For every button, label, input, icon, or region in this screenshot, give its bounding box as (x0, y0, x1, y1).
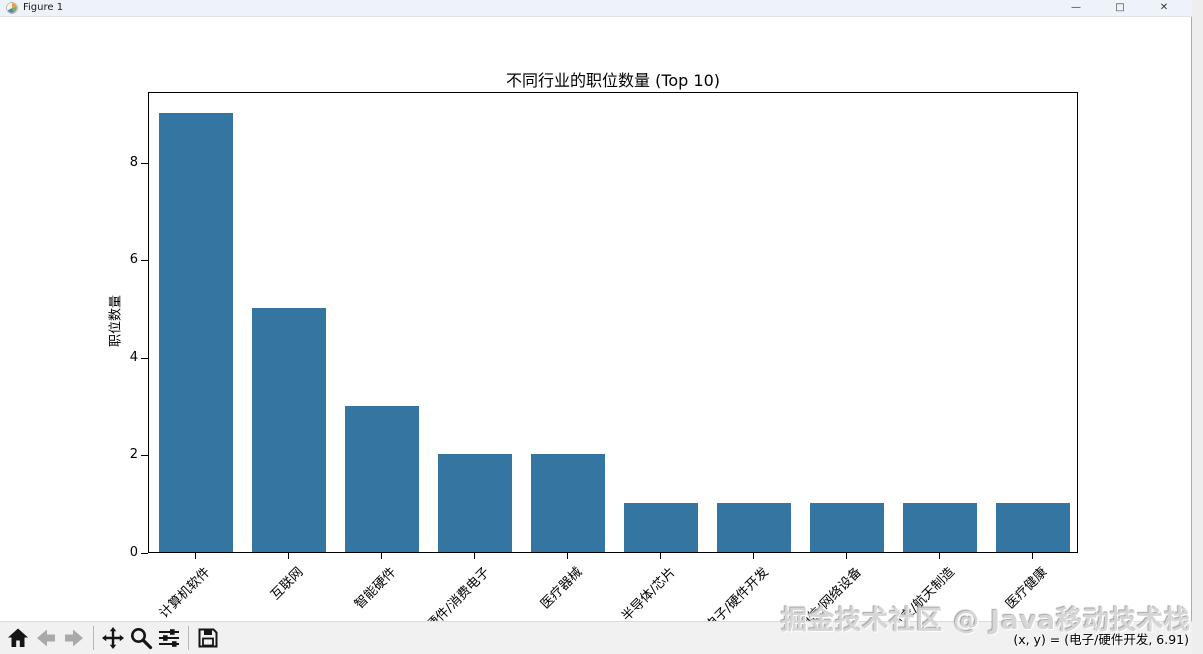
pan-button[interactable] (99, 624, 127, 652)
title-bar: Figure 1 — □ ✕ (0, 0, 1192, 17)
y-tick-label: 4 (129, 350, 138, 365)
x-tick-mark (287, 553, 289, 559)
magnifier-icon (131, 628, 153, 650)
bar (437, 454, 512, 552)
x-tick-mark (659, 553, 661, 559)
pan-icon (102, 627, 124, 649)
bar (251, 308, 326, 552)
x-tick-label: 智能硬件 (352, 564, 400, 613)
figure-canvas[interactable]: 不同行业的职位数量 (Top 10) 职位数量 计算机软件 互联网 智能硬件 硬件/消… (0, 17, 1192, 621)
maximize-button[interactable]: □ (1115, 2, 1125, 13)
y-axis-label: 职位数量 (108, 294, 124, 348)
forward-button[interactable] (60, 624, 88, 652)
window-title: Figure 1 (23, 2, 64, 13)
x-tick-mark (566, 553, 568, 559)
x-tick-label: 医疗器械 (538, 564, 586, 613)
y-tick-label: 2 (129, 447, 138, 462)
y-tick-mark (141, 260, 148, 261)
bar (995, 503, 1070, 552)
x-tick-label: 半导体/芯片 (619, 564, 679, 621)
save-button[interactable] (194, 624, 222, 652)
x-tick-mark (380, 553, 382, 559)
save-icon (198, 628, 218, 648)
plot-area (148, 92, 1078, 553)
y-tick-mark (141, 358, 148, 359)
subplots-button[interactable] (155, 624, 183, 652)
back-icon (37, 629, 55, 647)
chart-title: 不同行业的职位数量 (Top 10) (505, 71, 721, 90)
x-tick-label: 硬件/消费电子 (424, 564, 493, 621)
matplotlib-icon (6, 2, 18, 14)
y-tick-mark (141, 455, 148, 456)
sliders-icon (159, 629, 179, 647)
bar (716, 503, 791, 552)
home-icon (8, 628, 28, 647)
close-button[interactable]: ✕ (1159, 2, 1169, 13)
back-button[interactable] (32, 624, 60, 652)
bar (809, 503, 884, 552)
forward-icon (65, 629, 83, 647)
bar (623, 503, 698, 552)
toolbar-separator (93, 626, 94, 650)
bar (530, 454, 605, 552)
y-tick-mark (141, 553, 148, 554)
cursor-status-text: (x, y) = (电子/硬件开发, 6.91) (1013, 632, 1189, 647)
y-tick-label: 0 (129, 545, 138, 560)
x-tick-label: 互联网 (268, 564, 307, 604)
bar (902, 503, 977, 552)
y-tick-mark (141, 163, 148, 164)
x-tick-label: 计算机软件 (157, 564, 214, 621)
toolbar-separator (188, 626, 189, 650)
y-tick-label: 8 (129, 155, 138, 170)
window-right-edge (1192, 0, 1203, 654)
x-tick-mark (938, 553, 940, 559)
x-tick-mark (752, 553, 754, 559)
x-tick-mark (473, 553, 475, 559)
x-tick-label: 电子/硬件开发 (703, 564, 772, 621)
home-button[interactable] (4, 624, 32, 652)
watermark: 掘金技术社区 @ Java移动技术栈 (781, 606, 1191, 636)
y-tick-label: 6 (129, 252, 138, 267)
minimize-button[interactable]: — (1071, 2, 1081, 13)
x-tick-mark (194, 553, 196, 559)
bar (158, 113, 233, 552)
x-tick-mark (1031, 553, 1033, 559)
navigation-toolbar (0, 621, 1192, 654)
bar (344, 406, 419, 552)
zoom-button[interactable] (127, 624, 155, 652)
x-tick-mark (845, 553, 847, 559)
